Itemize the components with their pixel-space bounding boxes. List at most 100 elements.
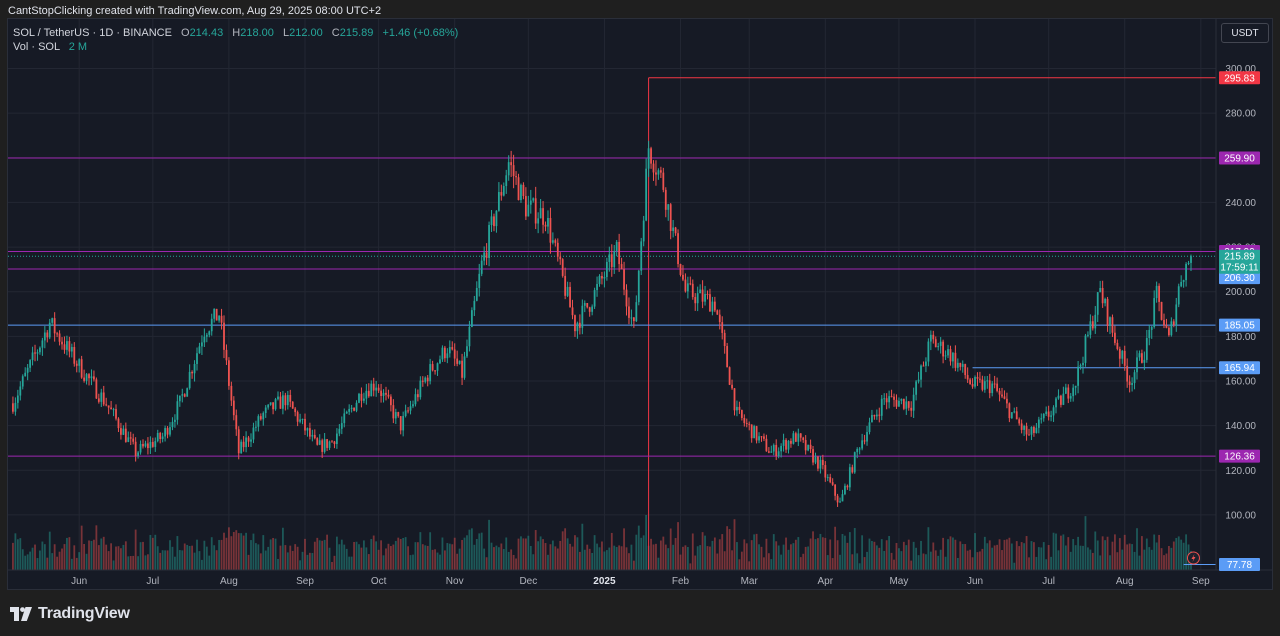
candle-body: [515, 176, 517, 178]
volume-bar: [147, 554, 149, 570]
x-tick-label: Apr: [818, 576, 834, 587]
candle-body: [331, 441, 333, 443]
price-label-bg: [1219, 318, 1260, 332]
volume-bar: [844, 535, 846, 570]
volume-bar: [507, 551, 510, 570]
candle-body: [139, 443, 142, 453]
volume-bar: [888, 535, 891, 570]
volume-bar: [900, 551, 903, 570]
candle-body: [380, 390, 382, 396]
volume-bar: [650, 538, 652, 570]
candle-body: [1128, 381, 1131, 385]
x-tick-label: Aug: [220, 576, 238, 587]
candle-body: [510, 162, 513, 166]
candle-body: [193, 363, 196, 374]
volume-bar: [134, 529, 137, 570]
volume-bar: [70, 558, 73, 570]
candle-body: [203, 336, 206, 343]
legend-symbol[interactable]: SOL / TetherUS · 1D · BINANCE: [13, 27, 172, 39]
candle-body: [304, 418, 306, 431]
candle-body: [1101, 287, 1104, 304]
volume-bar: [1094, 531, 1097, 570]
candle-body: [942, 341, 945, 357]
candle-body: [451, 347, 454, 350]
volume-bar: [1153, 534, 1156, 570]
y-tick-label: 180.00: [1225, 332, 1256, 343]
volume-bar: [274, 538, 277, 570]
candle-body: [1165, 325, 1168, 328]
volume-bar: [282, 527, 284, 570]
volume-bar: [898, 548, 900, 570]
x-tick-label: May: [889, 576, 908, 587]
candle-body: [1064, 387, 1067, 394]
volume-bar: [767, 553, 770, 570]
volume-bar: [814, 539, 817, 570]
volume-bar: [790, 544, 792, 570]
volume-bar: [470, 528, 473, 570]
volume-bar: [41, 541, 44, 570]
volume-bar: [777, 545, 780, 570]
candle-body: [343, 413, 346, 424]
volume-bar: [1079, 545, 1082, 570]
volume-bar: [1165, 553, 1168, 570]
volume-bar: [574, 535, 576, 570]
candle-body: [137, 452, 140, 457]
candle-body: [321, 440, 324, 452]
price-label: 77.78: [1227, 560, 1252, 571]
volume-bar: [564, 528, 567, 570]
candle-body: [797, 433, 800, 442]
candle-body: [188, 371, 191, 389]
candle-body: [1150, 326, 1153, 330]
candle-body: [58, 333, 61, 342]
volume-bars: [12, 515, 1192, 570]
volume-bar: [331, 561, 333, 570]
candle-body: [645, 168, 648, 221]
candle-body: [259, 416, 262, 420]
volume-bar: [485, 557, 488, 570]
volume-bar: [1155, 542, 1158, 570]
candle-body: [745, 423, 748, 425]
legend-volume-label[interactable]: Vol · SOL: [13, 41, 60, 53]
candle-body: [532, 198, 535, 201]
volume-bar: [181, 550, 184, 570]
candle-body: [309, 428, 311, 437]
currency-button[interactable]: USDT: [1221, 23, 1269, 43]
volume-bar: [340, 539, 343, 570]
volume-bar: [392, 544, 395, 570]
y-tick-label: 240.00: [1225, 198, 1256, 209]
candle-body: [927, 341, 930, 362]
volume-bar: [986, 543, 989, 570]
footer-brand[interactable]: TradingView: [10, 603, 130, 625]
candle-body: [728, 367, 731, 385]
candle-body: [95, 379, 98, 399]
candle-body: [75, 363, 78, 366]
volume-bar: [878, 547, 881, 570]
volume-bar: [1168, 546, 1170, 570]
candle-body: [615, 241, 618, 252]
candle-body: [620, 264, 623, 270]
volume-bar: [255, 543, 257, 570]
candle-body: [696, 293, 699, 304]
volume-bar: [193, 552, 196, 570]
volume-bar: [1180, 539, 1183, 570]
candle-body: [166, 428, 169, 435]
candle-body: [1069, 396, 1072, 399]
candle-body: [213, 308, 216, 319]
candle-body: [991, 383, 994, 394]
candle-body: [637, 270, 640, 303]
volume-bar: [736, 542, 738, 570]
candle-body: [740, 410, 743, 418]
candle-body: [748, 423, 751, 425]
volume-bar: [1131, 544, 1133, 570]
volume-bar: [682, 546, 684, 570]
volume-bar: [424, 545, 427, 570]
candle-body: [1040, 418, 1043, 420]
candle-body: [1077, 366, 1080, 386]
candle-body: [655, 172, 657, 175]
volume-bar: [215, 550, 218, 570]
volume-bar: [448, 543, 451, 570]
x-tick-label: Jun: [71, 576, 87, 587]
volume-bar: [826, 555, 829, 570]
volume-bar: [875, 545, 878, 570]
